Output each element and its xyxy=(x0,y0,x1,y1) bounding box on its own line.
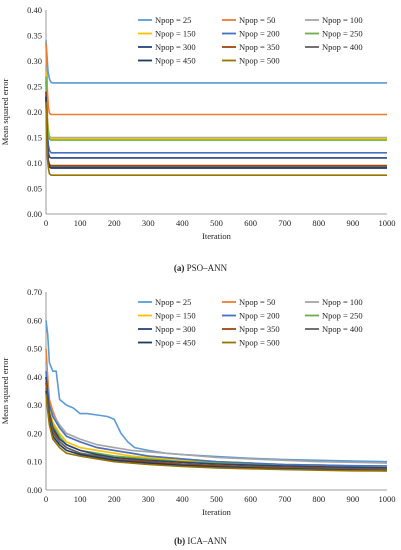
ica-series-line-5 xyxy=(45,371,388,467)
pso-legend-label-4: Npop = 150 xyxy=(155,29,196,39)
ica-y-tick-label: 0.00 xyxy=(27,485,42,495)
ica-x-tick-label: 600 xyxy=(244,494,257,504)
ica-y-tick-label: 0.20 xyxy=(27,428,42,438)
pso-x-tick-label: 200 xyxy=(108,218,121,228)
pso-legend-label-7: Npop = 300 xyxy=(155,42,196,52)
pso-series-line-8 xyxy=(45,91,387,167)
ica-x-tick-label: 0 xyxy=(44,494,48,504)
pso-x-tick-label: 800 xyxy=(312,218,325,228)
pso-y-tick-label: 0.35 xyxy=(27,31,42,41)
caption-text-b: ICA–ANN xyxy=(187,536,227,546)
ica-legend-label-9: Npop = 400 xyxy=(322,324,363,334)
caption-pso-ann: (a) PSO–ANN xyxy=(0,263,401,273)
caption-ica-ann: (b) ICA–ANN xyxy=(0,536,401,546)
pso-legend-label-3: Npop = 100 xyxy=(322,15,363,25)
pso-y-tick-label: 0.05 xyxy=(27,184,42,194)
pso-series-line-6 xyxy=(45,76,387,141)
pso-series-line-11 xyxy=(45,101,387,176)
ica-legend-label-11: Npop = 500 xyxy=(239,338,280,348)
caption-tag-a: (a) xyxy=(173,263,185,273)
ica-legend-label-7: Npop = 300 xyxy=(155,324,196,334)
pso-ann-chart: 0.00 0.05 0.10 0.15 0.20 0.25 0.30 0.35 0.40 0 100… xyxy=(0,5,396,241)
pso-y-tick-label: 0.10 xyxy=(27,158,42,168)
ica-y-tick-label: 0.60 xyxy=(27,315,42,325)
pso-x-axis-title: Iteration xyxy=(202,231,232,241)
ica-legend-label-1: Npop = 25 xyxy=(155,297,191,307)
ica-y-tick-label: 0.40 xyxy=(27,372,42,382)
ica-x-tick-label: 800 xyxy=(312,494,325,504)
pso-x-tick-label: 500 xyxy=(210,218,223,228)
chart-panel-pso-ann: 0.00 0.05 0.10 0.15 0.20 0.25 0.30 0.35 0.40 0 100… xyxy=(0,0,401,265)
pso-x-tick-label: 100 xyxy=(74,218,87,228)
pso-x-tick-label: 300 xyxy=(142,218,155,228)
ica-x-tick-label: 100 xyxy=(74,494,87,504)
pso-legend-label-11: Npop = 500 xyxy=(239,56,280,66)
pso-x-tick-label: 0 xyxy=(44,218,48,228)
ica-y-tick-label: 0.70 xyxy=(27,287,42,297)
caption-tag-b: (b) xyxy=(174,536,186,546)
pso-legend-label-10: Npop = 450 xyxy=(155,56,196,66)
ica-ann-chart: 0.00 0.10 0.20 0.30 0.40 0.50 0.60 0.70 0 100 200 3… xyxy=(0,287,396,517)
ica-y-tick-label: 0.30 xyxy=(27,400,42,410)
pso-legend-label-5: Npop = 200 xyxy=(239,29,280,39)
pso-series-line-9 xyxy=(45,96,387,168)
pso-legend-label-2: Npop = 50 xyxy=(239,15,275,25)
ica-legend-label-3: Npop = 100 xyxy=(322,297,363,307)
pso-y-axis-title: Mean squared error xyxy=(0,79,10,146)
pso-series-line-3 xyxy=(45,66,387,139)
pso-series-line-2 xyxy=(45,43,387,116)
pso-y-tick-label: 0.20 xyxy=(27,107,42,117)
pso-y-tick-label: 0.00 xyxy=(27,209,42,219)
ica-series-line-7 xyxy=(45,376,388,469)
ica-x-tick-label: 500 xyxy=(210,494,223,504)
pso-series-line-5 xyxy=(45,81,387,154)
ica-legend-label-5: Npop = 200 xyxy=(239,311,280,321)
ica-legend-label-10: Npop = 450 xyxy=(155,338,196,348)
pso-y-tick-label: 0.15 xyxy=(27,133,42,143)
ica-x-tick-label: 1000 xyxy=(379,494,396,504)
pso-legend-label-8: Npop = 350 xyxy=(239,42,280,52)
pso-x-tick-label: 400 xyxy=(176,218,189,228)
ica-x-tick-label: 700 xyxy=(278,494,291,504)
ica-x-tick-label: 300 xyxy=(142,494,155,504)
ica-legend-label-2: Npop = 50 xyxy=(239,297,275,307)
ica-x-tick-label: 900 xyxy=(347,494,360,504)
pso-legend-label-6: Npop = 250 xyxy=(322,29,363,39)
ica-y-tick-label: 0.10 xyxy=(27,457,42,467)
ica-x-tick-label: 200 xyxy=(108,494,121,504)
pso-y-tick-label: 0.40 xyxy=(27,5,42,15)
pso-x-tick-label: 700 xyxy=(278,218,291,228)
pso-series-line-7 xyxy=(45,91,387,159)
ica-series-line-1 xyxy=(45,320,388,463)
ica-y-axis-title: Mean squared error xyxy=(0,358,10,425)
ica-y-tick-label: 0.50 xyxy=(27,344,42,354)
pso-y-tick-label: 0.25 xyxy=(27,82,42,92)
chart-panel-ica-ann: 0.00 0.10 0.20 0.30 0.40 0.50 0.60 0.70 0 100 200 3… xyxy=(0,282,401,530)
ica-x-axis-title: Iteration xyxy=(202,507,232,517)
ica-legend-label-4: Npop = 150 xyxy=(155,311,196,321)
pso-y-tick-label: 0.30 xyxy=(27,56,42,66)
ica-x-tick-label: 400 xyxy=(176,494,189,504)
caption-text-a: PSO–ANN xyxy=(186,263,228,273)
ica-legend-label-8: Npop = 350 xyxy=(239,324,280,334)
ica-series-line-11 xyxy=(45,393,388,472)
pso-x-tick-label: 900 xyxy=(347,218,360,228)
pso-legend-label-1: Npop = 25 xyxy=(155,15,191,25)
pso-legend-label-9: Npop = 400 xyxy=(322,42,363,52)
pso-x-tick-label: 1000 xyxy=(379,218,396,228)
pso-series-line-4 xyxy=(45,71,387,140)
ica-legend-label-6: Npop = 250 xyxy=(322,311,363,321)
pso-x-tick-label: 600 xyxy=(244,218,257,228)
